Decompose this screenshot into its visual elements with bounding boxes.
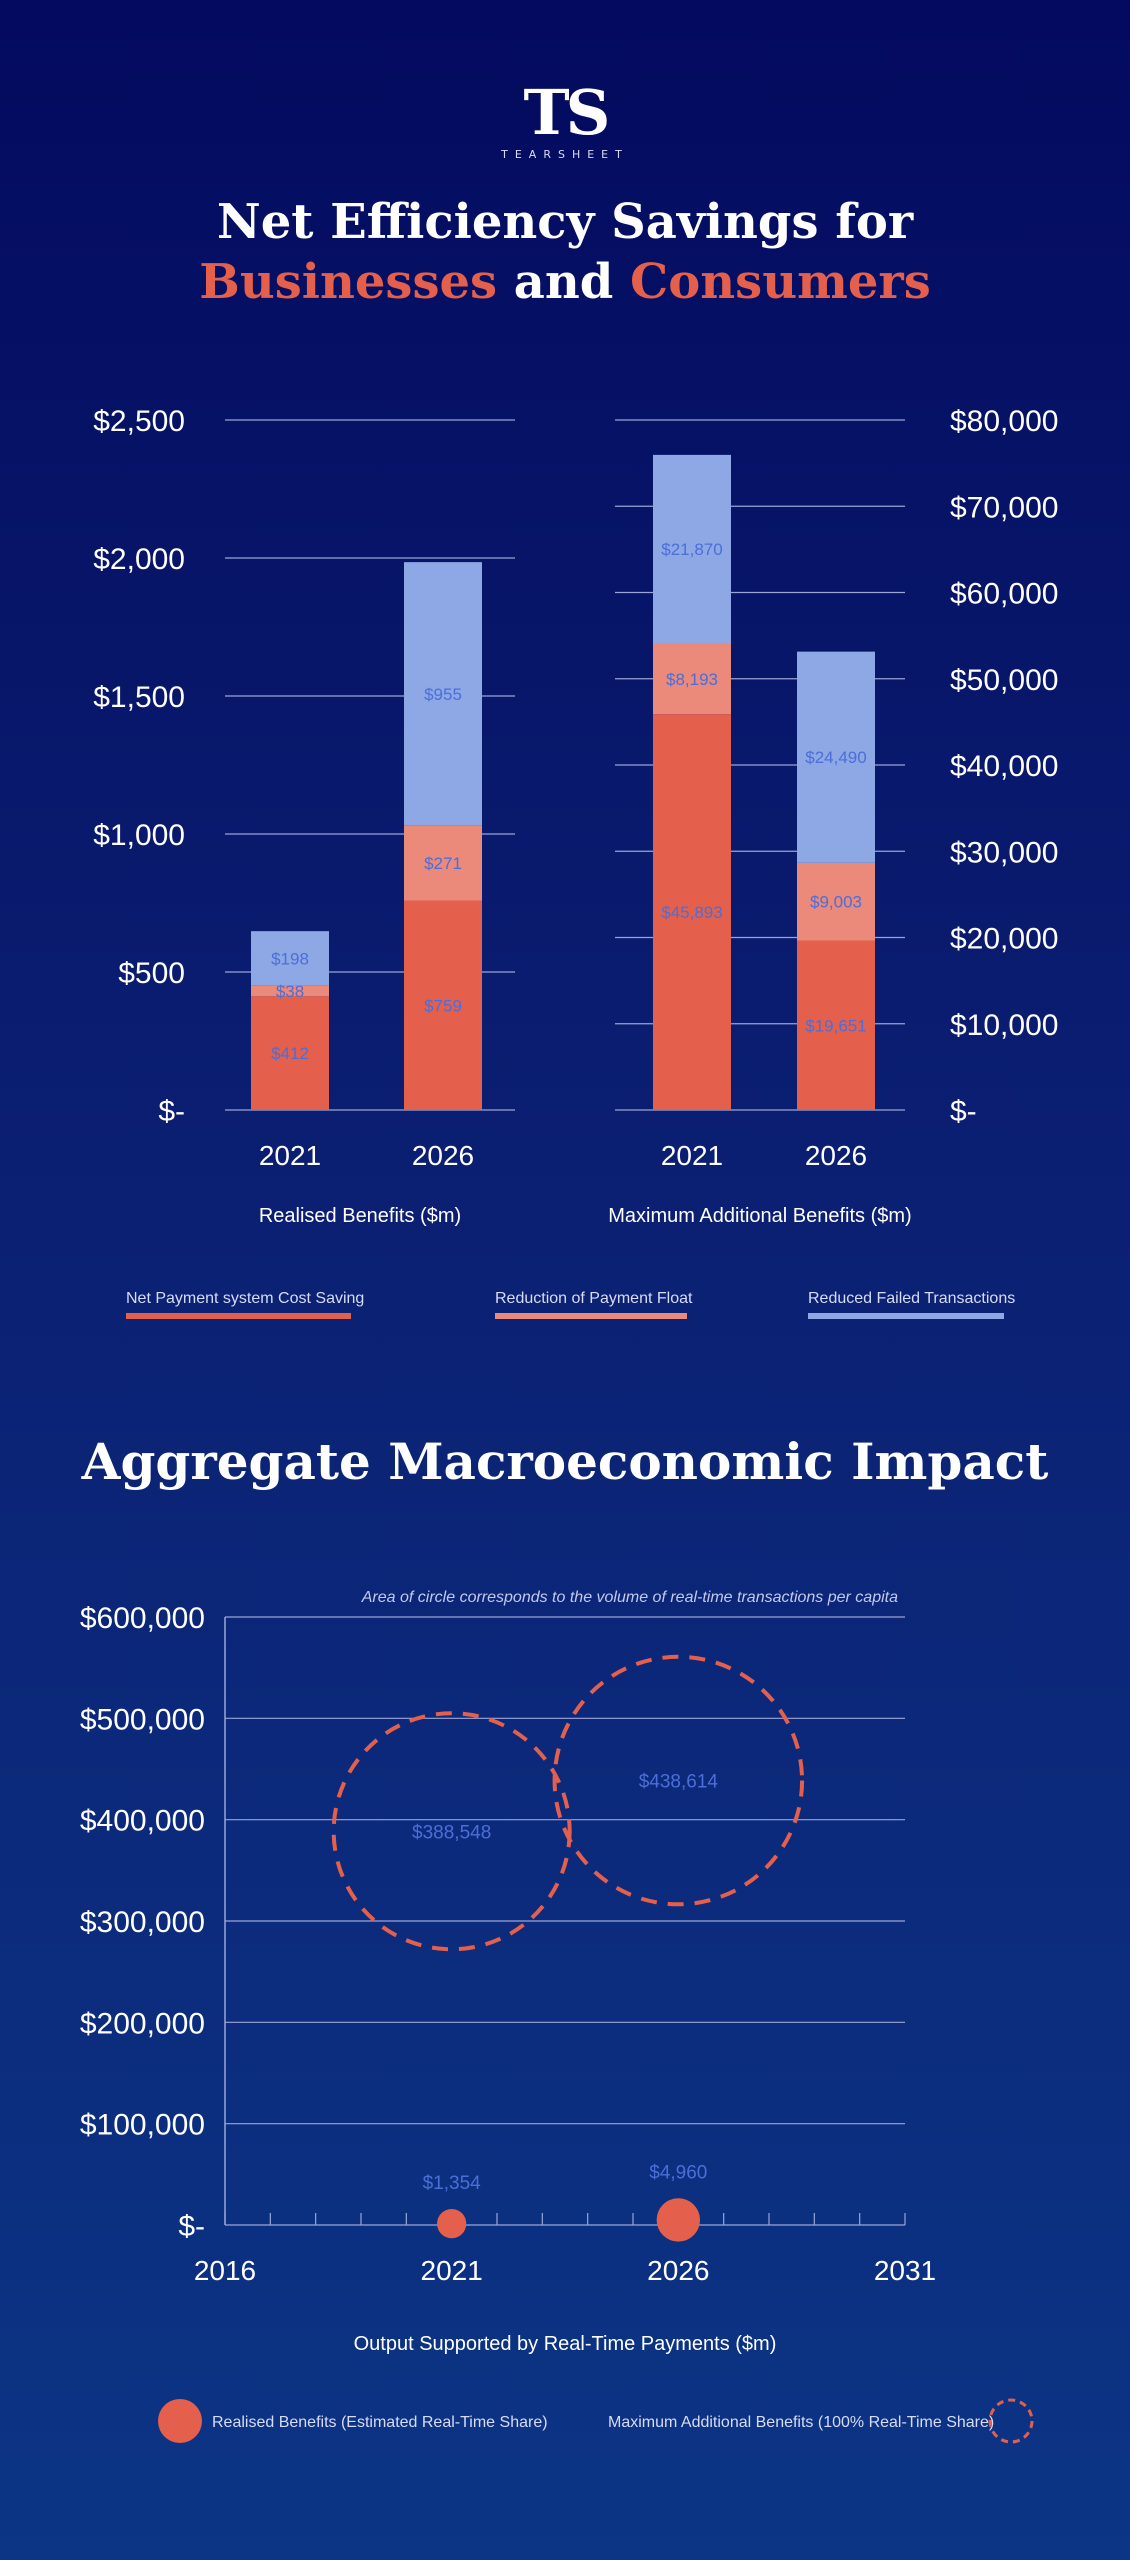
bar-segment (251, 996, 329, 1110)
x-tick-label: 2021 (421, 2255, 483, 2286)
y-tick-label: $500,000 (80, 1703, 205, 1736)
y-tick-label: $1,000 (93, 819, 185, 852)
bar-value-label: $8,193 (666, 670, 718, 689)
y-tick-label: $200,000 (80, 2007, 205, 2040)
bubble-chart: Area of circle corresponds to the volume… (80, 1589, 936, 2286)
title-word-and: and (513, 254, 614, 310)
bubble-area-note: Area of circle corresponds to the volume… (361, 1589, 898, 1606)
bar-segment (251, 931, 329, 986)
bar-segment (797, 862, 875, 941)
y-tick-label: $80,000 (950, 405, 1058, 438)
bar-value-label: $38 (276, 982, 304, 1001)
x-tick-label: 2026 (647, 2255, 709, 2286)
bar-segment (653, 643, 731, 715)
y-tick-label: $- (158, 1095, 185, 1128)
x-tick-label: 2026 (805, 1140, 867, 1171)
x-tick-label: 2021 (661, 1140, 723, 1171)
bar-segment (797, 651, 875, 863)
y-tick-label: $30,000 (950, 836, 1058, 869)
bar-value-label: $24,490 (805, 748, 866, 767)
y-tick-label: $70,000 (950, 491, 1058, 524)
bar-segment (653, 714, 731, 1110)
legend-swatch-payment-float (495, 1313, 687, 1319)
title-line-1: Net Efficiency Savings for (216, 194, 914, 250)
x-tick-label: 2031 (874, 2255, 936, 2286)
x-tick-label: 2026 (412, 1140, 474, 1171)
title-word-businesses: Businesses (199, 254, 498, 310)
maximum-additional-benefits-chart: $- $10,000 $20,000 $30,000 $40,000 $50,000 $60… (615, 405, 1058, 1171)
left-chart-xlabel: Realised Benefits ($m) (258, 1205, 462, 1227)
y-tick-label: $600,000 (80, 1602, 205, 1635)
title-word-consumers: Consumers (630, 254, 931, 310)
bar-value-label: $19,651 (805, 1016, 866, 1035)
bar-segment (404, 900, 482, 1110)
bubble-value-label: $388,548 (412, 1822, 491, 1843)
y-tick-label: $1,500 (93, 681, 185, 714)
bar-value-label: $21,870 (661, 540, 722, 559)
y-tick-label: $2,000 (93, 543, 185, 576)
bubble-solid (437, 2209, 467, 2239)
bar-value-label: $9,003 (810, 893, 862, 912)
legend-swatch-failed-transactions (808, 1313, 1004, 1319)
page-title: Net Efficiency Savings for Businesses an… (0, 192, 1130, 312)
legend-swatch-net-cost-saving (126, 1313, 351, 1319)
section-title-macro: Aggregate Macroeconomic Impact (81, 1432, 1049, 1491)
output-supported-chart: Area of circle corresponds to the volume… (80, 1589, 936, 2286)
y-tick-label: $10,000 (950, 1009, 1058, 1042)
legend-failed-transactions: Reduced Failed Transactions (808, 1290, 1016, 1307)
bubble-solid (656, 2198, 701, 2242)
legend-solid-bubble-icon (158, 2399, 202, 2443)
bar-value-label: $955 (424, 685, 462, 704)
bar-value-label: $45,893 (661, 903, 722, 922)
realised-benefits-chart: $- $500 $1,000 $1,500 $2,000 $2,500 $412 $38 $19… (93, 405, 515, 1171)
bar-segment (653, 454, 731, 644)
legend-realised-benefits: Realised Benefits (Estimated Real-Time S… (212, 2414, 548, 2431)
legend-net-cost-saving: Net Payment system Cost Saving (126, 1290, 365, 1307)
title-line-2: Businesses and Consumers (0, 252, 1130, 312)
y-tick-label: $500 (118, 957, 185, 990)
bar-value-label: $759 (424, 996, 462, 1015)
y-tick-label: $2,500 (93, 405, 185, 438)
y-tick-label: $20,000 (950, 923, 1058, 956)
y-tick-label: $40,000 (950, 750, 1058, 783)
bar-segment (404, 825, 482, 901)
bar-segment (251, 985, 329, 997)
bar-value-label: $271 (424, 854, 462, 873)
bar-value-label: $412 (271, 1044, 309, 1063)
x-tick-label: 2021 (259, 1140, 321, 1171)
bubble-value-label: $438,614 (639, 1772, 719, 1793)
y-tick-label: $50,000 (950, 664, 1058, 697)
y-tick-label: $300,000 (80, 1906, 205, 1939)
bubble-chart-xlabel: Output Supported by Real-Time Payments (… (353, 2333, 777, 2355)
bubble-dashed (331, 1711, 572, 1952)
bar-segment (797, 940, 875, 1110)
legend-payment-float: Reduction of Payment Float (495, 1290, 693, 1307)
y-tick-label: $60,000 (950, 578, 1058, 611)
legend-dashed-bubble-icon (988, 2398, 1034, 2444)
y-tick-label: $- (178, 2210, 205, 2243)
x-tick-label: 2016 (194, 2255, 256, 2286)
right-chart-xlabel: Maximum Additional Benefits ($m) (608, 1205, 912, 1227)
bubble-dashed (552, 1654, 805, 1907)
bar-charts: $- $500 $1,000 $1,500 $2,000 $2,500 $412 $38 $19… (93, 405, 1058, 1171)
bubble-value-label: $4,960 (649, 2162, 707, 2183)
y-tick-label: $100,000 (80, 2109, 205, 2142)
logo-mark: TS (523, 76, 611, 149)
y-tick-label: $- (950, 1095, 977, 1128)
bar-segment (404, 562, 482, 826)
bubble-value-label: $1,354 (423, 2173, 482, 2194)
logo-subtitle: TEARSHEET (501, 148, 629, 161)
legend-maximum-benefits: Maximum Additional Benefits (100% Real-T… (608, 2414, 995, 2431)
bar-value-label: $198 (271, 949, 309, 968)
y-tick-label: $400,000 (80, 1805, 205, 1838)
